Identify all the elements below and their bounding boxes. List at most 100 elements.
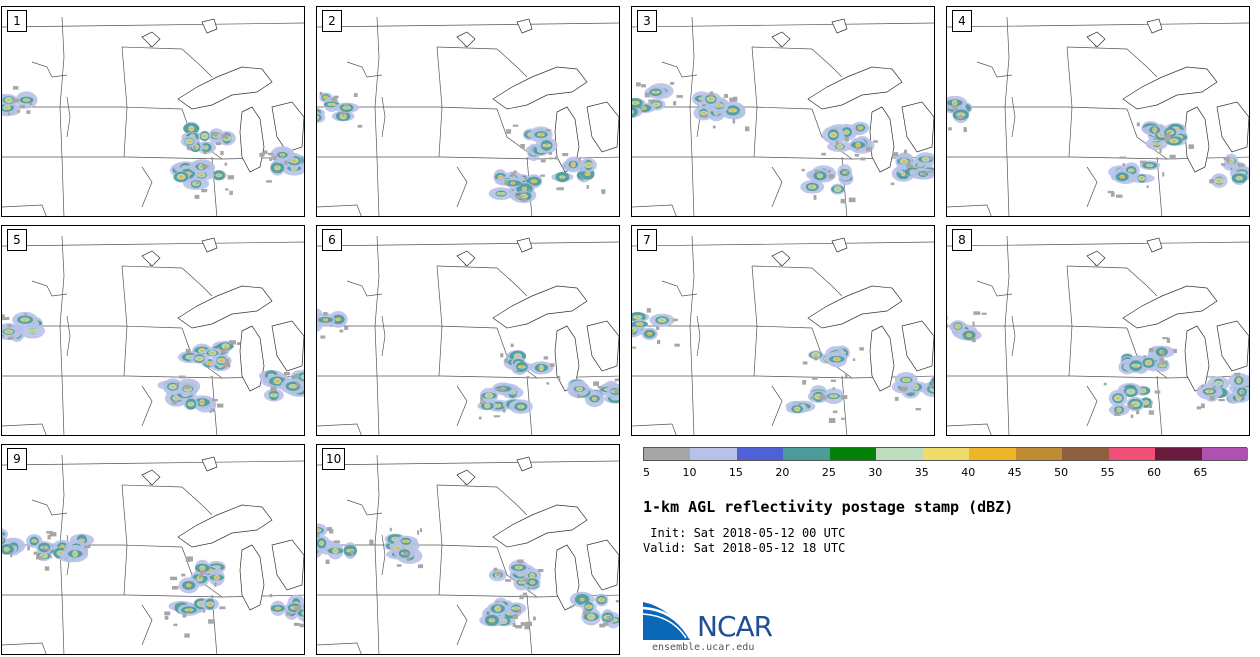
reflectivity-cell	[189, 127, 194, 130]
reflectivity-cell	[1134, 364, 1138, 367]
light-echo	[493, 567, 498, 572]
member-number-label: 2	[322, 10, 342, 32]
lake-outline	[239, 106, 265, 173]
light-echo	[1159, 357, 1164, 362]
reflectivity-cell	[216, 174, 222, 177]
light-echo	[827, 170, 832, 173]
light-echo	[353, 93, 358, 97]
light-echo	[906, 164, 913, 168]
light-echo	[648, 99, 655, 103]
lake-outline	[201, 18, 218, 34]
light-echo	[7, 112, 10, 115]
state-border	[947, 22, 1249, 28]
light-echo	[26, 110, 31, 114]
light-echo	[519, 191, 527, 194]
light-echo	[504, 358, 508, 363]
light-echo	[511, 172, 516, 177]
init-time: Init: Sat 2018-05-12 00 UTC	[643, 526, 846, 540]
state-border	[66, 96, 71, 138]
light-echo	[915, 407, 921, 411]
light-echo	[802, 379, 807, 385]
lake-outline	[807, 285, 903, 329]
light-echo	[317, 533, 320, 538]
light-echo	[828, 174, 835, 179]
light-echo	[417, 530, 420, 535]
light-echo	[845, 373, 848, 378]
reflectivity-cell	[317, 320, 323, 333]
reflectivity-cell	[730, 109, 735, 112]
light-echo	[729, 97, 735, 102]
state-border	[317, 156, 619, 160]
light-echo	[540, 174, 546, 177]
light-echo	[1163, 134, 1171, 139]
ensemble-member-panel: 9	[1, 444, 305, 655]
light-echo	[286, 612, 291, 616]
light-echo	[830, 379, 836, 382]
light-echo	[712, 125, 716, 129]
reflectivity-cell	[904, 378, 909, 382]
light-echo	[325, 559, 330, 564]
reflectivity-cell	[1207, 390, 1211, 393]
reflectivity-cell	[913, 386, 919, 389]
light-echo	[479, 401, 486, 404]
light-echo	[614, 389, 617, 394]
state-border	[632, 423, 677, 435]
light-echo	[175, 382, 180, 386]
light-echo	[2, 314, 5, 319]
light-echo	[543, 356, 549, 360]
reflectivity-cell	[966, 333, 972, 337]
light-echo	[702, 115, 708, 118]
ensemble-member-panel: 4	[946, 6, 1250, 217]
reflectivity-cell	[579, 598, 585, 601]
lake-outline	[831, 237, 848, 253]
colorbar-tick: 5	[643, 466, 650, 479]
light-echo	[512, 124, 519, 127]
light-echo	[732, 119, 736, 124]
light-echo	[339, 329, 344, 333]
reflectivity-cell	[189, 403, 193, 406]
colorbar-segment	[1201, 448, 1249, 460]
light-echo	[1209, 180, 1214, 184]
light-echo	[1188, 144, 1195, 149]
light-echo	[928, 384, 934, 387]
light-echo	[267, 152, 274, 156]
colorbar-tick: 15	[728, 466, 743, 479]
lake-outline	[141, 31, 161, 48]
lake-outline	[177, 66, 273, 110]
lake-outline	[807, 66, 903, 110]
light-echo	[36, 556, 43, 560]
light-echo	[2, 334, 4, 338]
light-echo	[907, 160, 911, 165]
state-border	[317, 204, 362, 216]
light-echo	[211, 398, 218, 402]
light-echo	[270, 386, 277, 392]
light-echo	[537, 568, 544, 572]
member-number-label: 8	[952, 229, 972, 251]
light-echo	[333, 540, 340, 544]
reflectivity-cell	[330, 102, 334, 106]
member-number-label: 4	[952, 10, 972, 32]
lake-outline	[1216, 320, 1249, 372]
light-echo	[601, 189, 606, 195]
light-echo	[813, 194, 817, 200]
light-echo	[828, 417, 836, 423]
reflectivity-cell	[637, 322, 642, 326]
ensemble-member-panel: 6	[316, 225, 620, 436]
light-echo	[214, 582, 217, 587]
reflectivity-cell	[858, 126, 863, 130]
member-number-label: 6	[322, 229, 342, 251]
light-echo	[1226, 156, 1230, 162]
reflectivity-map	[2, 454, 304, 654]
lake-outline	[239, 325, 265, 392]
light-echo	[569, 605, 573, 609]
reflectivity-cell	[1154, 142, 1159, 145]
light-echo	[557, 375, 561, 381]
state-border	[1004, 16, 1010, 216]
light-echo	[859, 347, 864, 351]
lake-outline	[586, 101, 619, 153]
state-border	[2, 594, 304, 598]
reflectivity-cell	[539, 366, 543, 369]
reflectivity-map	[2, 16, 304, 216]
state-border	[121, 484, 213, 516]
light-echo	[672, 318, 678, 322]
